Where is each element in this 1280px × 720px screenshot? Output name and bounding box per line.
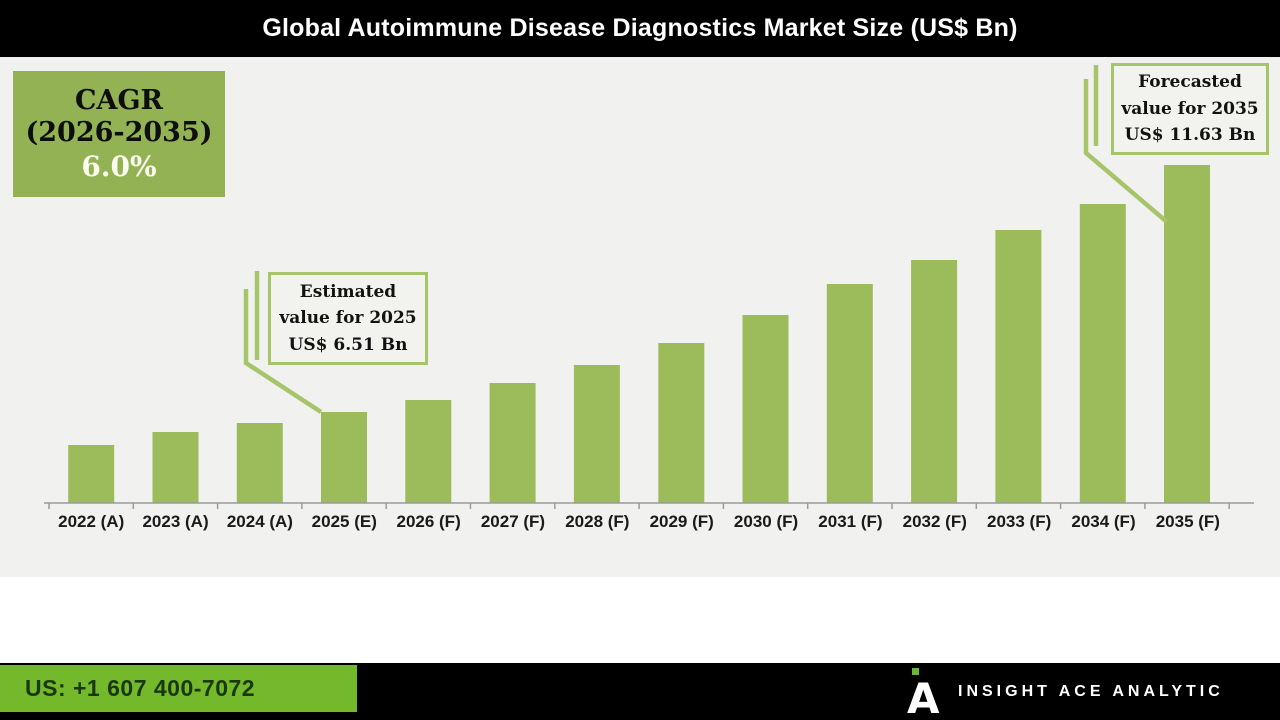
bar-2028 (F) bbox=[573, 365, 620, 503]
bar-2033 (F) bbox=[995, 230, 1042, 503]
x-axis-label: 2025 (E) bbox=[311, 512, 377, 531]
bar-2030 (F) bbox=[742, 315, 789, 503]
bars-layer bbox=[68, 165, 1210, 503]
x-axis-label: 2029 (F) bbox=[649, 512, 714, 531]
x-axis-label: 2022 (A) bbox=[58, 512, 125, 531]
x-axis-label: 2032 (F) bbox=[902, 512, 967, 531]
x-axis-label: 2035 (F) bbox=[1155, 512, 1220, 531]
brand-name: INSIGHT ACE ANALYTIC bbox=[958, 682, 1224, 700]
x-axis-label: 2024 (A) bbox=[226, 512, 293, 531]
x-axis-label: 2027 (F) bbox=[480, 512, 546, 531]
title-bar: Global Autoimmune Disease Diagnostics Ma… bbox=[0, 0, 1280, 57]
bar-chart bbox=[44, 65, 1254, 509]
bar-2031 (F) bbox=[826, 284, 873, 503]
cagr-period: (2026-2035) bbox=[25, 117, 213, 149]
phone-number: US: +1 607 400-7072 bbox=[25, 675, 256, 701]
estimated-callout-value: US$ 6.51 Bn bbox=[288, 334, 408, 355]
bar-2032 (F) bbox=[911, 260, 958, 503]
bar-2026 (F) bbox=[405, 400, 452, 503]
estimated-callout-line1: Estimated bbox=[299, 281, 397, 302]
estimated-value-callout: Estimated value for 2025 US$ 6.51 Bn bbox=[268, 272, 428, 365]
cagr-value: 6.0% bbox=[81, 149, 157, 183]
chart-area: 2022 (A) 2023 (A) 2024 (A) 2025 (E) 2026 (F)… bbox=[0, 57, 1280, 577]
footer-bar: US: +1 607 400-7072 A INSIGHT ACE ANALYT… bbox=[0, 663, 1280, 720]
svg-text:A: A bbox=[907, 674, 940, 716]
x-axis-label: 2028 (F) bbox=[565, 512, 630, 531]
contributors-band: Market Contributors: SIEMENS Healthineer… bbox=[0, 577, 1280, 663]
bar-2027 (F) bbox=[489, 383, 536, 503]
cagr-box: CAGR (2026-2035) 6.0% bbox=[13, 71, 225, 197]
forecast-callout-leader bbox=[1083, 79, 1169, 224]
x-axis-label: 2030 (F) bbox=[733, 512, 799, 531]
x-axis-label: 2023 (A) bbox=[142, 512, 209, 531]
bar-2023 (A) bbox=[152, 432, 199, 503]
bar-2034 (F) bbox=[1079, 204, 1126, 503]
forecast-value-callout: Forecasted value for 2035 US$ 11.63 Bn bbox=[1111, 63, 1269, 155]
bar-2024 (A) bbox=[236, 423, 283, 503]
forecast-callout-line1: Forecasted bbox=[1138, 72, 1242, 93]
page-title: Global Autoimmune Disease Diagnostics Ma… bbox=[262, 14, 1018, 42]
bar-2029 (F) bbox=[658, 343, 705, 503]
x-axis-label: 2034 (F) bbox=[1071, 512, 1136, 531]
forecast-callout-line2: value for 2035 bbox=[1121, 98, 1259, 119]
forecast-callout-value: US$ 11.63 Bn bbox=[1124, 125, 1256, 146]
x-axis-label: 2026 (F) bbox=[396, 512, 461, 531]
axis-layer bbox=[44, 502, 1254, 509]
estimated-callout-leader bbox=[243, 289, 323, 414]
phone-block: US: +1 607 400-7072 bbox=[0, 665, 357, 712]
bar-2025 (E) bbox=[321, 412, 367, 503]
x-axis-label: 2031 (F) bbox=[818, 512, 883, 531]
estimated-callout-line2: value for 2025 bbox=[279, 308, 417, 329]
x-axis-label: 2033 (F) bbox=[987, 512, 1052, 531]
cagr-label: CAGR bbox=[75, 84, 163, 116]
bar-2035 (F) bbox=[1164, 165, 1210, 503]
x-axis-labels: 2022 (A) 2023 (A) 2024 (A) 2025 (E) 2026 (F)… bbox=[49, 512, 1230, 532]
bar-2022 (A) bbox=[68, 445, 115, 503]
insight-ace-logo-icon: A bbox=[907, 668, 940, 716]
